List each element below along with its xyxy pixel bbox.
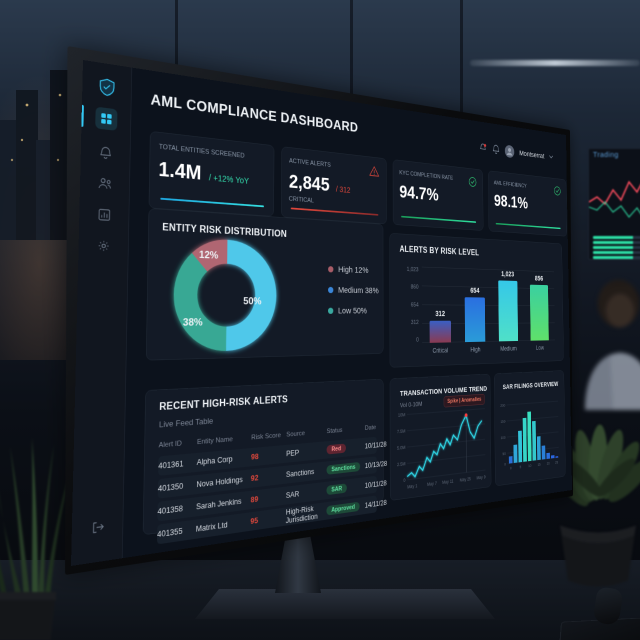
- svg-text:10: 10: [528, 464, 531, 469]
- svg-text:50%: 50%: [243, 296, 261, 307]
- svg-text:12%: 12%: [199, 250, 218, 262]
- svg-text:38%: 38%: [183, 317, 203, 328]
- svg-text:7.5M: 7.5M: [397, 429, 405, 435]
- svg-text:0: 0: [504, 462, 506, 467]
- svg-text:0: 0: [403, 478, 405, 483]
- svg-text:15: 15: [538, 463, 541, 468]
- svg-text:50: 50: [502, 452, 505, 457]
- svg-text:10M: 10M: [398, 413, 405, 418]
- svg-text:150: 150: [500, 420, 505, 425]
- svg-text:May 7: May 7: [427, 482, 437, 488]
- svg-text:May 9: May 9: [476, 475, 485, 481]
- svg-text:100: 100: [501, 436, 506, 441]
- svg-text:200: 200: [500, 404, 505, 409]
- svg-text:2.5M: 2.5M: [397, 462, 406, 468]
- svg-text:May 25: May 25: [460, 477, 471, 483]
- svg-text:5.0M: 5.0M: [397, 446, 405, 452]
- svg-text:0: 0: [510, 466, 512, 471]
- svg-text:May 11: May 11: [442, 479, 453, 485]
- svg-text:5: 5: [520, 465, 522, 470]
- svg-text:25: 25: [555, 460, 558, 465]
- svg-text:May 1: May 1: [407, 484, 417, 490]
- svg-text:20: 20: [547, 462, 550, 467]
